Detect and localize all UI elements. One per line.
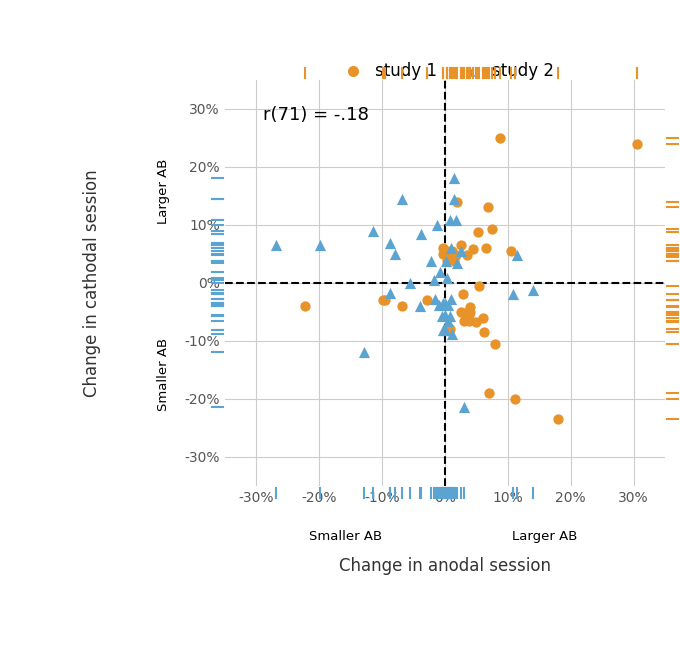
Point xyxy=(432,220,443,230)
Point xyxy=(359,347,370,358)
X-axis label: Change in anodal session: Change in anodal session xyxy=(339,558,551,575)
Point xyxy=(458,316,469,326)
Point xyxy=(315,240,326,251)
Point xyxy=(474,281,485,291)
Point xyxy=(463,316,474,326)
Point xyxy=(384,288,395,298)
Point xyxy=(510,394,521,404)
Point xyxy=(438,298,449,308)
Point xyxy=(445,311,456,321)
Point xyxy=(480,243,491,253)
Point xyxy=(367,226,378,236)
Point xyxy=(443,300,454,310)
Point xyxy=(447,249,458,259)
Text: Smaller AB: Smaller AB xyxy=(309,531,382,543)
Point xyxy=(455,246,466,256)
Point xyxy=(433,300,444,310)
Point xyxy=(445,215,456,226)
Point xyxy=(464,302,475,312)
Point xyxy=(495,133,506,143)
Point xyxy=(483,388,494,398)
Point xyxy=(449,194,460,204)
Point xyxy=(441,256,452,266)
Point xyxy=(384,238,395,249)
Point xyxy=(438,249,449,259)
Point xyxy=(553,414,564,424)
Point xyxy=(396,194,407,204)
Point xyxy=(422,295,432,306)
Point xyxy=(414,300,425,311)
Point xyxy=(452,196,463,207)
Point xyxy=(378,295,389,306)
Point xyxy=(405,277,415,288)
Legend: study 1, study 2: study 1, study 2 xyxy=(330,56,560,87)
Point xyxy=(441,246,452,256)
Point xyxy=(507,289,518,300)
Point xyxy=(457,289,468,300)
Point xyxy=(426,256,437,266)
Point xyxy=(505,246,516,256)
Point xyxy=(449,256,460,266)
Point xyxy=(468,244,479,255)
Point xyxy=(447,246,458,256)
Point xyxy=(430,294,441,304)
Point xyxy=(471,317,482,327)
Point xyxy=(528,285,539,295)
Y-axis label: Change in cathodal session: Change in cathodal session xyxy=(83,169,101,397)
Point xyxy=(435,267,445,277)
Point xyxy=(446,294,457,304)
Point xyxy=(455,240,466,251)
Point xyxy=(439,298,450,308)
Point xyxy=(379,295,390,306)
Point xyxy=(396,300,407,311)
Point xyxy=(512,250,523,260)
Point xyxy=(441,273,452,283)
Point xyxy=(446,243,457,253)
Point xyxy=(438,325,449,336)
Point xyxy=(437,311,447,321)
Point xyxy=(449,173,460,184)
Text: Larger AB: Larger AB xyxy=(157,159,170,224)
Point xyxy=(462,250,473,260)
Point xyxy=(463,310,474,320)
Point xyxy=(445,324,456,335)
Point xyxy=(490,338,500,349)
Point xyxy=(428,275,439,285)
Point xyxy=(458,402,469,413)
Point xyxy=(389,249,400,259)
Point xyxy=(271,240,282,251)
Text: r(71) = -.18: r(71) = -.18 xyxy=(262,106,369,124)
Text: Smaller AB: Smaller AB xyxy=(157,338,170,411)
Point xyxy=(441,251,452,262)
Point xyxy=(441,256,452,266)
Point xyxy=(477,312,488,323)
Point xyxy=(452,257,463,268)
Point xyxy=(631,138,642,149)
Point xyxy=(439,310,450,320)
Point xyxy=(482,202,493,213)
Point xyxy=(472,226,483,237)
Point xyxy=(439,325,450,336)
Point xyxy=(455,306,466,317)
Point xyxy=(438,243,449,253)
Point xyxy=(443,316,454,326)
Point xyxy=(451,215,462,226)
Point xyxy=(487,224,498,235)
Point xyxy=(458,308,469,318)
Point xyxy=(451,250,462,260)
Point xyxy=(300,300,311,311)
Text: Larger AB: Larger AB xyxy=(511,531,577,543)
Point xyxy=(464,306,475,317)
Point xyxy=(479,327,490,337)
Point xyxy=(447,329,458,339)
Point xyxy=(415,228,426,239)
